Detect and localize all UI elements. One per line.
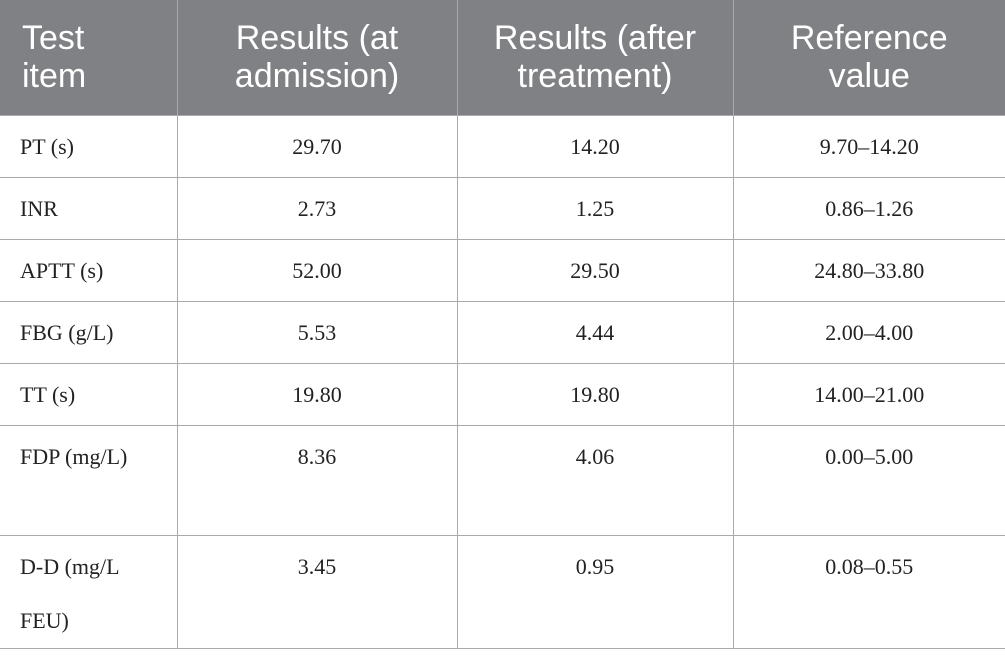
row-label: TT (s) — [0, 362, 178, 426]
cell: 0.86–1.26 — [732, 176, 1005, 240]
cell: 29.50 — [456, 238, 734, 302]
row-label: PT (s) — [0, 114, 178, 178]
header-cell: Test item — [0, 0, 177, 115]
table-row: D-D (mg/L FEU) 3.45 0.95 0.08–0.55 — [0, 534, 1005, 649]
table-row: FBG (g/L) 5.53 4.44 2.00–4.00 — [0, 300, 1005, 364]
table-row: INR 2.73 1.25 0.86–1.26 — [0, 176, 1005, 240]
cell: 19.80 — [176, 362, 458, 426]
header-row: Test item Results (at admission) Results (… — [0, 0, 1005, 115]
row-label: D-D (mg/L FEU) — [0, 534, 178, 649]
row-label: FDP (mg/L) — [0, 424, 178, 536]
cell: 4.44 — [456, 300, 734, 364]
cell: 14.20 — [456, 114, 734, 178]
cell: 14.00–21.00 — [732, 362, 1005, 426]
cell: 0.00–5.00 — [732, 424, 1005, 536]
table-row: PT (s) 29.70 14.20 9.70–14.20 — [0, 114, 1005, 178]
cell: 5.53 — [176, 300, 458, 364]
cell: 8.36 — [176, 424, 458, 536]
cell: 29.70 — [176, 114, 458, 178]
header-cell: Results (at admission) — [176, 0, 457, 115]
header-cell: Results (after treatment) — [456, 0, 733, 115]
row-label: APTT (s) — [0, 238, 178, 302]
cell: 2.00–4.00 — [732, 300, 1005, 364]
row-label: INR — [0, 176, 178, 240]
cell: 3.45 — [176, 534, 458, 649]
cell: 9.70–14.20 — [732, 114, 1005, 178]
table-row: APTT (s) 52.00 29.50 24.80–33.80 — [0, 238, 1005, 302]
cell: 0.95 — [456, 534, 734, 649]
table-row: TT (s) 19.80 19.80 14.00–21.00 — [0, 362, 1005, 426]
cell: 0.08–0.55 — [732, 534, 1005, 649]
lab-table: Test item Results (at admission) Results (… — [0, 0, 1005, 649]
row-label: FBG (g/L) — [0, 300, 178, 364]
cell: 1.25 — [456, 176, 734, 240]
cell: 19.80 — [456, 362, 734, 426]
cell: 2.73 — [176, 176, 458, 240]
header-cell: Reference value — [732, 0, 1005, 115]
cell: 4.06 — [456, 424, 734, 536]
table-row: FDP (mg/L) 8.36 4.06 0.00–5.00 — [0, 424, 1005, 536]
cell: 52.00 — [176, 238, 458, 302]
cell: 24.80–33.80 — [732, 238, 1005, 302]
